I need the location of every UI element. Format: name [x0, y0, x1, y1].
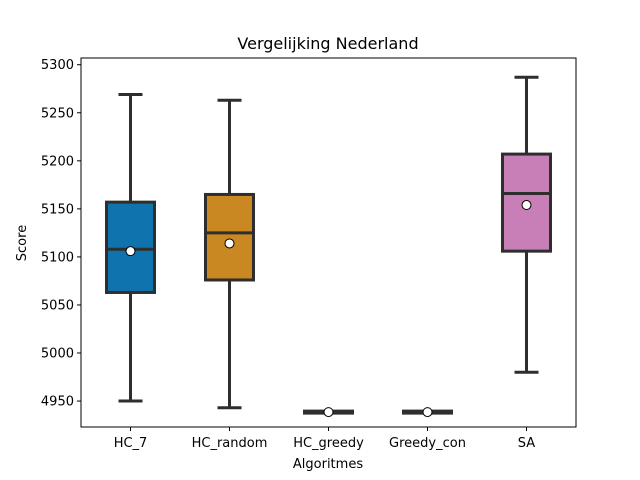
y-axis: 4950 5000 5050 5100 5150 5200 5250 5300 [41, 58, 81, 410]
y-tick-label: 5300 [41, 58, 74, 73]
x-tick-label: HC_greedy [293, 436, 364, 451]
mean-marker [125, 246, 136, 257]
mean-marker [323, 407, 334, 418]
chart-title: Vergelijking Nederland [237, 34, 418, 53]
y-tick-label: 5100 [41, 250, 74, 265]
mean-marker [224, 238, 235, 249]
y-tick-label: 5000 [41, 347, 74, 362]
box-iqr [204, 192, 255, 282]
x-tick-label: Greedy_con [389, 436, 466, 451]
y-axis-label: Score [15, 225, 30, 261]
mean-marker [422, 407, 433, 418]
box-group-SA [501, 75, 552, 374]
x-axis: HC_7 HC_random HC_greedy Greedy_con SA [114, 427, 535, 451]
box-group-HC_greedy [303, 407, 354, 418]
x-axis-label: Algoritmes [293, 457, 363, 472]
y-tick-label: 5200 [41, 154, 74, 169]
box-group-HC_7 [105, 93, 156, 403]
mean-marker [521, 200, 532, 211]
box-group-Greedy_con [402, 407, 453, 418]
plot-area [105, 75, 552, 418]
box-group-HC_random [204, 98, 255, 410]
y-tick-label: 5250 [41, 106, 74, 121]
x-tick-label: HC_random [192, 436, 268, 451]
x-tick-label: SA [518, 436, 535, 451]
y-tick-label: 4950 [41, 395, 74, 410]
y-tick-label: 5150 [41, 202, 74, 217]
y-tick-label: 5050 [41, 298, 74, 313]
x-tick-label: HC_7 [114, 436, 148, 451]
